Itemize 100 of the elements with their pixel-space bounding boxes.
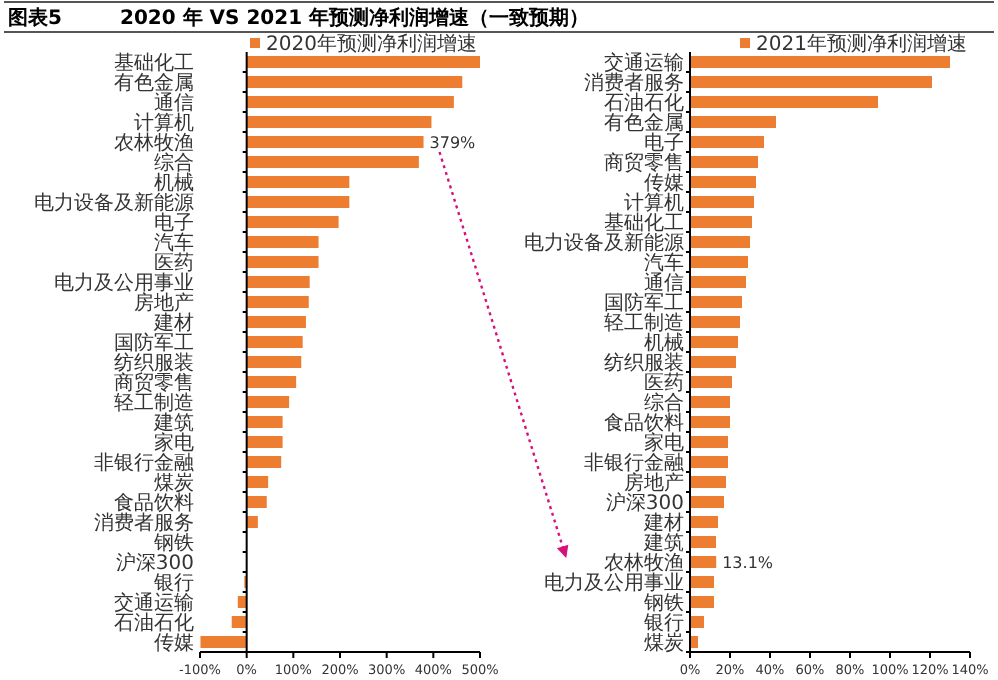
y-tick-label: 电力设备及新能源 (34, 191, 194, 215)
y-tick-label: 国防军工 (604, 291, 684, 315)
y-tick-label: 家电 (644, 431, 684, 455)
y-tick-label: 机械 (154, 171, 194, 195)
y-tick-label: 石油石化 (604, 91, 684, 115)
y-tick-label: 通信 (154, 91, 194, 115)
y-tick-label: 纺织服装 (604, 351, 684, 375)
bar (690, 196, 754, 208)
bar (690, 236, 750, 248)
bar (246, 496, 267, 508)
y-tick-label: 传媒 (644, 173, 684, 195)
bar (246, 196, 350, 208)
bar (690, 116, 776, 128)
chart-subtitle: 2020 年 VS 2021 年预测净利润增速（一致预期） (120, 6, 590, 30)
bar (690, 276, 746, 288)
y-tick-label: 机械 (644, 331, 684, 355)
bar (246, 256, 319, 268)
y-tick-label: 消费者服务 (584, 71, 684, 95)
y-tick-label: 轻工制造 (114, 391, 194, 415)
y-tick-label: 食品饮料 (604, 411, 684, 435)
bar (690, 216, 752, 228)
bar (690, 596, 714, 608)
y-tick-label: 建筑 (642, 531, 684, 555)
bar (690, 416, 730, 428)
y-tick-label: 轻工制造 (604, 311, 684, 335)
y-tick-label: 医药 (644, 371, 684, 395)
y-tick-label: 传媒 (154, 633, 194, 655)
bar (246, 316, 306, 328)
y-tick-label: 商贸零售 (114, 371, 194, 395)
y-tick-label: 电力设备及新能源 (524, 231, 684, 255)
bar (246, 456, 282, 468)
bar (690, 176, 756, 188)
y-tick-label: 电子 (154, 211, 194, 235)
y-tick-label: 交通运输 (114, 591, 194, 615)
y-tick-label: 银行 (152, 573, 194, 595)
y-tick-label: 家电 (154, 431, 194, 455)
bar (246, 236, 319, 248)
y-tick-label: 基础化工 (114, 51, 194, 75)
y-tick-label: 电力及公用事业 (544, 571, 684, 595)
y-tick-label: 建筑 (152, 411, 194, 435)
bar (246, 136, 424, 148)
y-tick-label: 纺织服装 (114, 351, 194, 375)
bar (246, 356, 302, 368)
bar (690, 516, 718, 528)
bar (690, 496, 724, 508)
data-label: 13.1% (722, 554, 774, 572)
bar (690, 376, 732, 388)
y-tick-label: 石油石化 (114, 611, 194, 635)
bar (246, 296, 309, 308)
y-tick-label: 沪深300 (115, 551, 194, 575)
bar (690, 456, 728, 468)
bar (690, 476, 726, 488)
y-tick-label: 建材 (152, 311, 194, 335)
y-tick-label: 煤炭 (644, 631, 684, 655)
bar (246, 216, 339, 228)
bar (246, 516, 258, 528)
y-tick-label: 农林牧渔 (604, 551, 684, 575)
bar (200, 636, 247, 648)
y-tick-label: 电力及公用事业 (54, 271, 194, 295)
bar (246, 476, 269, 488)
bar (690, 96, 878, 108)
y-tick-label: 房地产 (624, 471, 684, 495)
legend-label: 2020年预测净利润增速 (266, 32, 477, 56)
y-tick-label: 沪深300 (605, 491, 684, 515)
y-tick-label: 建材 (642, 511, 684, 535)
bar (246, 96, 454, 108)
y-tick-label: 医药 (154, 251, 194, 275)
y-tick-label: 消费者服务 (94, 511, 194, 535)
y-tick-label: 综合 (644, 391, 684, 415)
y-tick-label: 钢铁 (152, 531, 194, 555)
bar (246, 436, 283, 448)
bar (246, 276, 310, 288)
bar (690, 616, 704, 628)
bar (690, 396, 730, 408)
y-tick-label: 非银行金融 (584, 451, 684, 475)
y-tick-label: 汽车 (644, 251, 684, 275)
y-tick-label: 通信 (644, 271, 684, 295)
bar (246, 416, 283, 428)
bar (246, 156, 419, 168)
bar (690, 356, 736, 368)
y-tick-label: 食品饮料 (114, 491, 194, 515)
y-tick-label: 综合 (154, 151, 194, 175)
bar (690, 56, 950, 68)
bar (237, 596, 247, 608)
y-tick-label: 农林牧渔 (114, 131, 194, 155)
bar (246, 56, 480, 68)
bar (690, 256, 748, 268)
bar (690, 296, 742, 308)
bar (690, 576, 714, 588)
y-tick-label: 房地产 (134, 291, 194, 315)
bar (231, 616, 247, 628)
y-tick-label: 银行 (642, 613, 684, 635)
bar (246, 376, 297, 388)
y-tick-label: 国防军工 (114, 331, 194, 355)
bar (690, 556, 717, 568)
y-tick-label: 煤炭 (154, 471, 194, 495)
y-tick-label: 有色金属 (114, 71, 194, 95)
y-tick-label: 商贸零售 (604, 151, 684, 175)
bar (690, 156, 758, 168)
bar (246, 76, 463, 88)
